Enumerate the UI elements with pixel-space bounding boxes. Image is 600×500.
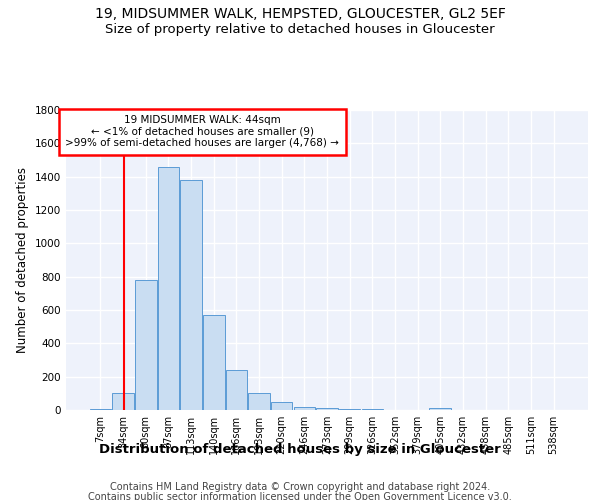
Bar	[248, 394, 270, 410]
Text: 19, MIDSUMMER WALK, HEMPSTED, GLOUCESTER, GL2 5EF: 19, MIDSUMMER WALK, HEMPSTED, GLOUCESTER…	[95, 8, 505, 22]
Text: Distribution of detached houses by size in Gloucester: Distribution of detached houses by size …	[99, 442, 501, 456]
Bar	[90, 409, 111, 410]
Text: Contains HM Land Registry data © Crown copyright and database right 2024.: Contains HM Land Registry data © Crown c…	[110, 482, 490, 492]
Text: 19 MIDSUMMER WALK: 44sqm
← <1% of detached houses are smaller (9)
>99% of semi-d: 19 MIDSUMMER WALK: 44sqm ← <1% of detach…	[65, 115, 340, 148]
Bar	[158, 166, 179, 410]
Bar	[135, 280, 157, 410]
Text: Size of property relative to detached houses in Gloucester: Size of property relative to detached ho…	[105, 22, 495, 36]
Text: Contains public sector information licensed under the Open Government Licence v3: Contains public sector information licen…	[88, 492, 512, 500]
Bar	[112, 394, 134, 410]
Bar	[181, 180, 202, 410]
Bar	[271, 402, 292, 410]
Bar	[362, 409, 383, 410]
Bar	[226, 370, 247, 410]
Bar	[316, 408, 338, 410]
Bar	[203, 315, 224, 410]
Bar	[430, 408, 451, 410]
Bar	[293, 406, 315, 410]
Y-axis label: Number of detached properties: Number of detached properties	[16, 167, 29, 353]
Bar	[339, 409, 361, 410]
